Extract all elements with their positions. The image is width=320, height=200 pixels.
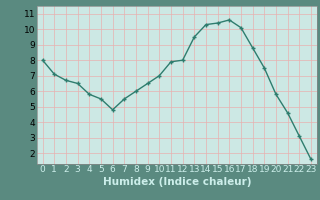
X-axis label: Humidex (Indice chaleur): Humidex (Indice chaleur) [102,177,251,187]
